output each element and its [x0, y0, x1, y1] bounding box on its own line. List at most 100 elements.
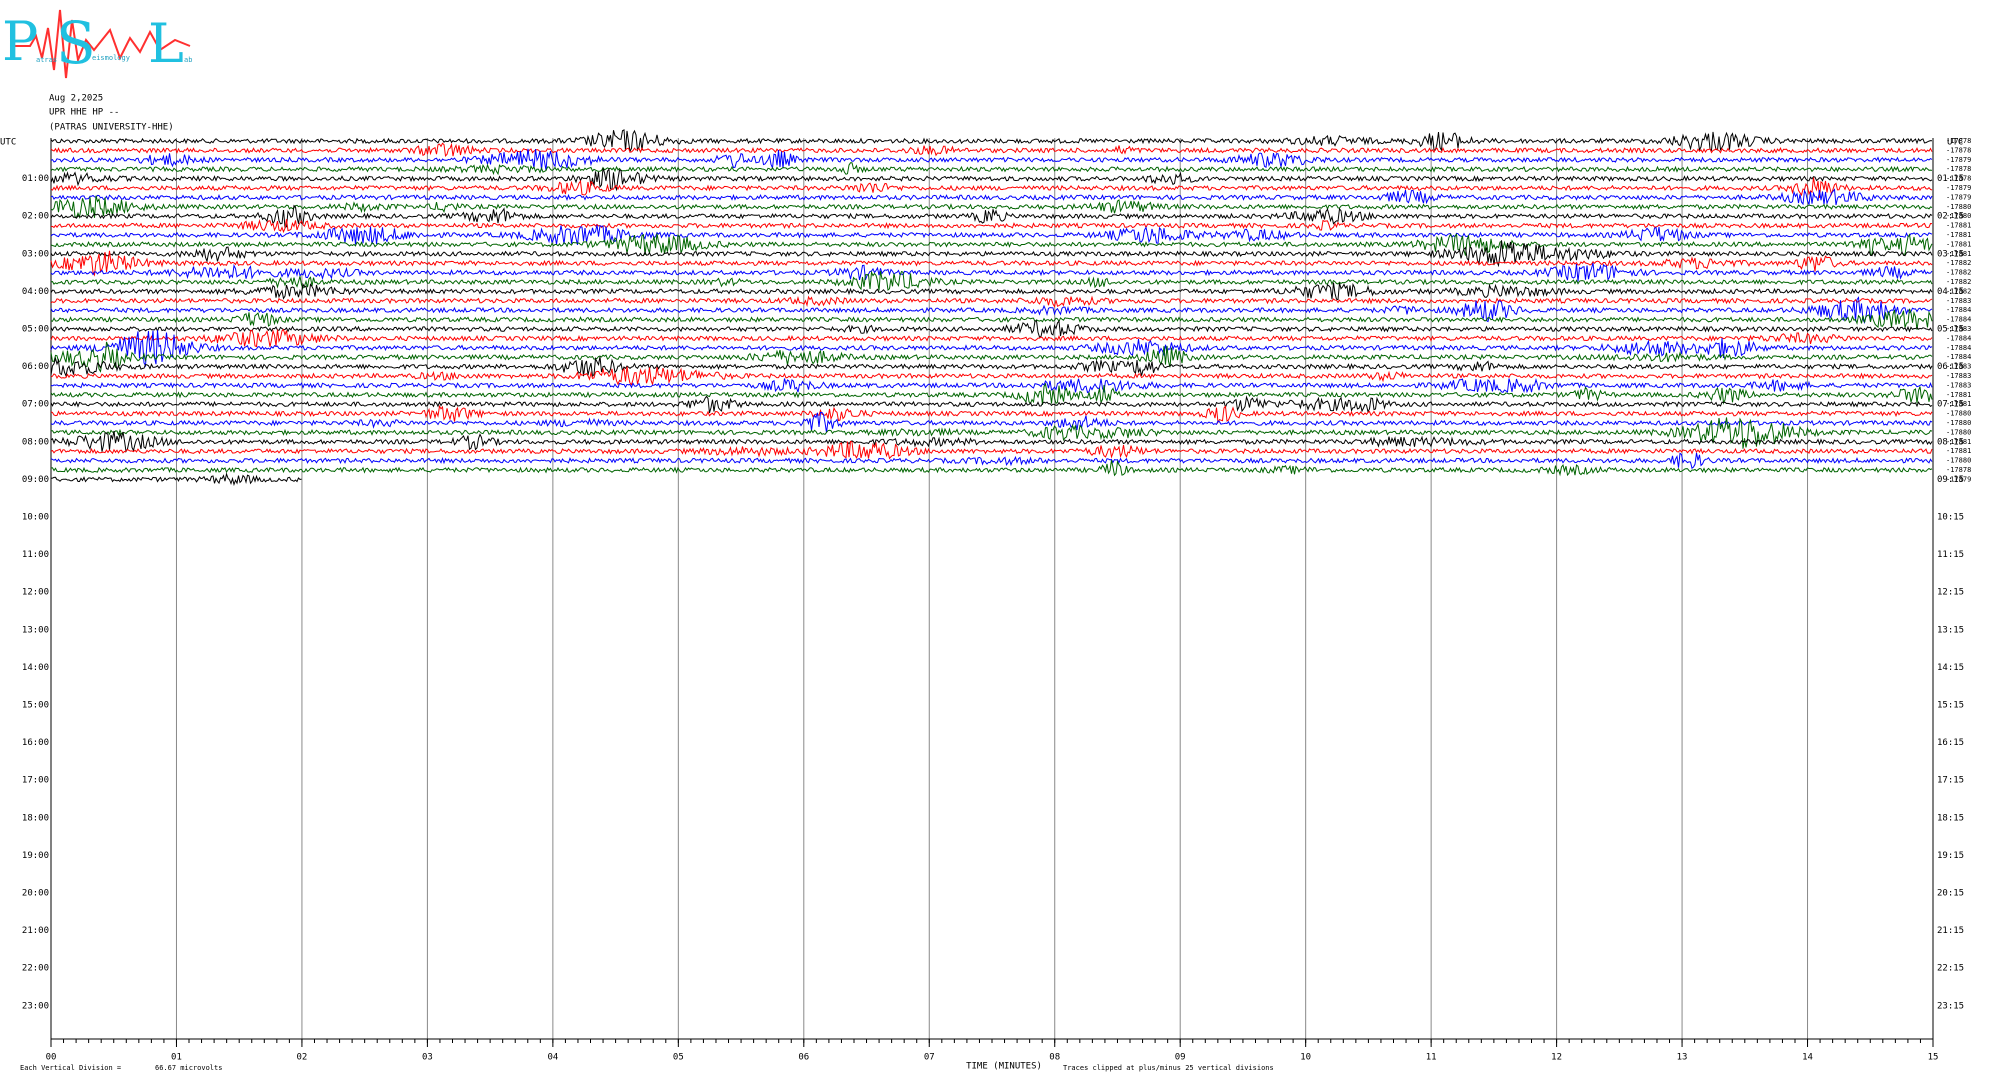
trace-offset-label: -17883 — [1946, 363, 1971, 371]
trace-offset-label: -17882 — [1946, 287, 1971, 295]
trace-offset-label: -17878 — [1946, 175, 1971, 183]
trace-offset-label: -17884 — [1946, 316, 1971, 324]
trace — [50, 177, 1933, 198]
x-tick-label: 09 — [1175, 1053, 1186, 1063]
left-hour-label: 22:00 — [22, 964, 49, 974]
x-axis-title: TIME (MINUTES) — [966, 1062, 1042, 1072]
trace — [50, 224, 1933, 246]
x-tick-label: 12 — [1551, 1053, 1562, 1063]
trace-offset-label: -17878 — [1946, 466, 1971, 474]
left-hour-label: 02:00 — [22, 212, 49, 222]
trace-offset-label: -17884 — [1946, 344, 1971, 352]
trace-offset-label: -17879 — [1946, 184, 1971, 192]
trace-offset-label: -17880 — [1946, 410, 1971, 418]
trace — [50, 262, 1933, 282]
right-hour-label: 03:15 — [1937, 249, 1964, 259]
trace-offset-label: -17879 — [1946, 193, 1971, 201]
trace-offset-label: -17881 — [1946, 222, 1971, 230]
right-hour-label: 21:15 — [1937, 926, 1964, 936]
trace — [50, 356, 1933, 378]
trace — [50, 320, 1933, 338]
trace — [50, 129, 1933, 154]
left-hour-label: 23:00 — [22, 1001, 49, 1011]
x-tick-label: 01 — [171, 1053, 182, 1063]
right-hour-label: 04:15 — [1937, 287, 1964, 297]
left-hour-label: 10:00 — [22, 513, 49, 523]
right-hour-label: 15:15 — [1937, 701, 1964, 711]
trace-offset-label: -17881 — [1946, 250, 1971, 258]
trace-offset-label: -17880 — [1946, 212, 1971, 220]
trace — [50, 341, 1933, 373]
right-hour-label: 01:15 — [1937, 174, 1964, 184]
right-hour-label: 09:15 — [1937, 475, 1964, 485]
trace — [50, 240, 1933, 268]
trace-offset-label: -17880 — [1946, 428, 1971, 436]
trace-offset-label: -17881 — [1946, 240, 1971, 248]
right-axis-label: UTC — [1947, 138, 1963, 148]
right-hour-label: 19:15 — [1937, 851, 1964, 861]
x-tick-label: 03 — [422, 1053, 433, 1063]
trace-offset-label: -17878 — [1946, 165, 1971, 173]
trace — [50, 219, 1933, 234]
x-tick-label: 07 — [924, 1053, 935, 1063]
trace-offset-label: -17881 — [1946, 391, 1971, 399]
trace-offset-label: -17880 — [1946, 419, 1971, 427]
trace — [50, 430, 1933, 454]
trace-offset-label: -17883 — [1946, 381, 1971, 389]
left-hour-label: 13:00 — [22, 625, 49, 635]
x-tick-label: 05 — [673, 1053, 684, 1063]
left-hour-label: 12:00 — [22, 588, 49, 598]
division-label: Each Vertical Division = — [20, 1064, 121, 1072]
trace — [50, 330, 1933, 368]
x-tick-label: 13 — [1677, 1053, 1688, 1063]
right-hour-label: 08:15 — [1937, 437, 1964, 447]
trace — [50, 195, 1933, 219]
right-hour-label: 07:15 — [1937, 400, 1964, 410]
left-hour-label: 08:00 — [22, 437, 49, 447]
left-hour-label: 16:00 — [22, 738, 49, 748]
trace — [50, 295, 1933, 308]
trace-offset-label: -17881 — [1946, 231, 1971, 239]
left-hour-label: 03:00 — [22, 249, 49, 259]
right-hour-label: 17:15 — [1937, 776, 1964, 786]
trace — [50, 460, 1933, 477]
trace — [50, 148, 1933, 171]
trace — [50, 404, 1933, 424]
x-tick-label: 11 — [1426, 1053, 1437, 1063]
trace — [50, 270, 1933, 291]
trace — [50, 411, 1933, 433]
network: (PATRAS UNIVERSITY-HHE) — [49, 123, 174, 133]
trace-offset-label: -17881 — [1946, 447, 1971, 455]
right-hour-label: 13:15 — [1937, 625, 1964, 635]
trace — [50, 142, 1933, 157]
x-tick-label: 15 — [1928, 1053, 1939, 1063]
x-tick-label: 08 — [1049, 1053, 1060, 1063]
right-hour-label: 14:15 — [1937, 663, 1964, 673]
trace — [51, 417, 1933, 449]
left-hour-label: 04:00 — [22, 287, 49, 297]
right-hour-label: 10:15 — [1937, 513, 1964, 523]
clip-note: Traces clipped at plus/minus 25 vertical… — [1063, 1064, 1274, 1072]
right-hour-label: 20:15 — [1937, 889, 1964, 899]
trace-offset-label: -17880 — [1946, 203, 1971, 211]
trace-offset-label: -17884 — [1946, 306, 1971, 314]
left-hour-label: 14:00 — [22, 663, 49, 673]
trace-offset-label: -17878 — [1946, 146, 1971, 154]
x-tick-label: 14 — [1802, 1053, 1813, 1063]
trace — [50, 382, 1933, 405]
right-hour-label: 23:15 — [1937, 1001, 1964, 1011]
trace-offset-label: -17881 — [1946, 400, 1971, 408]
trace-offset-label: -17883 — [1946, 372, 1971, 380]
logo-word: eismology — [92, 54, 130, 62]
trace — [50, 250, 1933, 277]
trace — [50, 395, 1933, 414]
trace — [50, 188, 1933, 206]
trace — [50, 308, 1933, 330]
trace — [50, 378, 1933, 394]
trace — [50, 440, 1933, 460]
trace — [50, 366, 1933, 387]
trace-offset-label: -17881 — [1946, 438, 1971, 446]
trace — [50, 233, 1933, 257]
